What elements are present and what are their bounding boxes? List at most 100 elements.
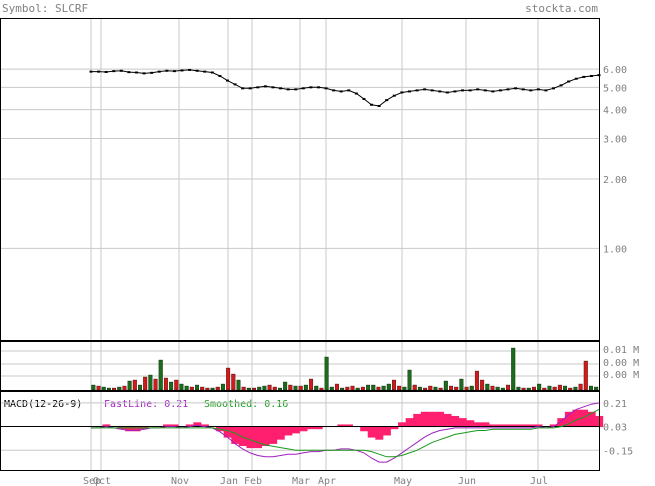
macd-histogram-bar — [360, 426, 369, 432]
volume-bar — [132, 379, 137, 391]
volume-bar — [288, 384, 293, 391]
macd-histogram-bar — [307, 426, 316, 430]
macd-panel: MACD(12-26-9) FastLine: 0.21 Smoothed: 0… — [0, 391, 633, 471]
macd-histogram-bar — [390, 426, 399, 430]
volume-panel: 0.01 M 0.00 M0.00 M — [0, 341, 639, 391]
volume-bar — [360, 386, 365, 391]
macd-histogram-bar — [451, 416, 460, 428]
macd-histogram-bar — [526, 424, 535, 428]
volume-bar — [138, 384, 142, 391]
x-tick-label: Mar — [292, 476, 310, 486]
macd-histogram-bar — [557, 418, 566, 428]
volume-bar — [521, 387, 526, 391]
price-tick-label: 4.00 — [603, 106, 627, 117]
price-tick-label: 2.00 — [603, 175, 627, 186]
volume-bar — [112, 387, 117, 391]
volume-bar — [506, 384, 511, 391]
volume-bar — [293, 385, 298, 391]
volume-bar — [531, 386, 536, 391]
macd-histogram-bar — [102, 424, 111, 428]
site-label: stockta.com — [525, 2, 598, 15]
volume-bar — [277, 387, 282, 391]
macd-histogram-bar — [519, 424, 528, 428]
volume-bar — [236, 379, 241, 391]
volume-bar — [106, 387, 111, 391]
macd-title: MACD(12-26-9) — [4, 399, 82, 410]
macd-tick-label: 0.03 — [603, 423, 627, 434]
macd-histogram-bar — [200, 424, 209, 428]
volume-bar — [568, 387, 573, 391]
volume-bar — [220, 383, 225, 391]
macd-histogram-bar — [132, 426, 141, 432]
volume-bar — [153, 378, 158, 391]
macd-fast-line — [91, 402, 600, 463]
symbol-label: Symbol: SLCRF — [2, 2, 88, 15]
macd-histogram-bar — [261, 426, 270, 447]
macd-histogram-bar — [481, 422, 490, 428]
volume-tick-label: 0.00 M — [603, 370, 639, 381]
macd-histogram-bar — [398, 422, 407, 428]
macd-histogram-bar — [443, 413, 452, 428]
volume-bar — [500, 387, 505, 391]
volume-bar — [381, 385, 386, 391]
macd-histogram-bar — [405, 418, 414, 428]
volume-bar — [215, 386, 220, 391]
macd-histogram-bar — [276, 426, 285, 440]
volume-bar — [174, 379, 179, 391]
x-tick-label: Jun — [458, 476, 476, 486]
macd-histogram-bar — [466, 420, 475, 428]
macd-histogram-bar — [587, 411, 596, 428]
macd-histogram-bar — [534, 424, 543, 428]
macd-histogram-bar — [223, 426, 232, 438]
macd-histogram-bar — [580, 409, 589, 428]
volume-bar — [350, 385, 355, 391]
macd-smooth-legend: Smoothed: 0.16 — [204, 399, 288, 410]
volume-bar — [283, 381, 288, 391]
volume-frame — [0, 341, 600, 391]
macd-histogram-bar — [314, 426, 323, 430]
volume-bar — [195, 384, 200, 391]
macd-histogram-bar — [382, 426, 391, 436]
volume-bar — [511, 347, 516, 391]
macd-frame — [0, 391, 600, 471]
x-tick-label: Nov — [171, 476, 189, 486]
macd-histogram-bar — [254, 426, 262, 449]
macd-histogram-bar — [511, 424, 520, 428]
volume-bar — [376, 386, 381, 391]
volume-bar — [407, 369, 412, 391]
volume-bar — [474, 370, 479, 391]
volume-bar — [252, 387, 257, 391]
volume-bar — [552, 386, 557, 391]
macd-histogram-bar — [549, 424, 558, 428]
macd-histogram-bar — [291, 426, 300, 434]
volume-bar — [557, 384, 562, 391]
volume-bar — [184, 385, 189, 391]
volume-bar — [449, 385, 454, 391]
macd-histogram-bar — [489, 424, 498, 428]
macd-histogram-bar — [564, 411, 573, 428]
volume-bar — [464, 386, 469, 391]
macd-histogram-bar — [163, 424, 172, 428]
macd-histogram-bar — [345, 424, 353, 428]
macd-histogram-bar — [269, 426, 278, 444]
volume-bar — [454, 386, 459, 391]
volume-bar — [314, 385, 319, 391]
macd-histogram-bar — [375, 426, 384, 440]
macd-histogram-bar — [435, 411, 444, 428]
price-tick-label: 1.00 — [603, 244, 627, 255]
macd-histogram-bar — [337, 424, 346, 428]
volume-bar — [578, 383, 583, 391]
volume-tick-label: 0.01 M — [603, 345, 639, 356]
macd-histogram-bar — [473, 422, 482, 428]
volume-bar — [594, 386, 599, 391]
volume-bar — [516, 386, 521, 391]
price-tick-label: 3.00 — [603, 134, 627, 145]
volume-bar — [547, 385, 552, 391]
volume-bar — [324, 356, 329, 391]
volume-bar — [542, 387, 547, 391]
price-frame — [0, 18, 600, 341]
macd-histogram-bar — [458, 418, 467, 428]
volume-bar — [469, 385, 474, 391]
volume-bar — [127, 380, 132, 391]
